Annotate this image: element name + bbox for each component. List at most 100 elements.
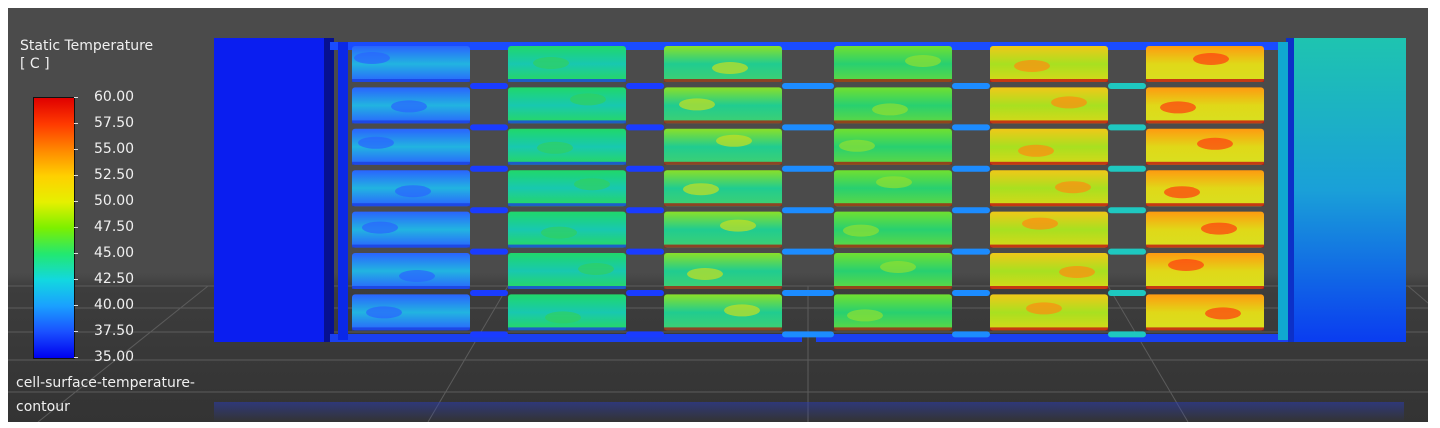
temperature-hotspot [391,100,427,113]
contour-name-line2: contour [16,399,70,415]
cell-edge [990,286,1108,289]
temperature-hotspot [1168,259,1204,271]
colorbar-label: 40.00 [94,297,135,313]
battery-cell [834,170,952,207]
temperature-hotspot [872,103,908,116]
coolant-tube [626,83,664,89]
colorbar-tick [74,201,78,202]
temperature-hotspot [1205,307,1241,320]
coolant-tube [1108,248,1146,255]
colorbar-tick [74,97,78,98]
cell-edge [508,161,626,165]
temperature-legend: Static Temperature [ C ] 60.00 57.50 55.… [8,8,208,422]
temperature-hotspot [843,224,879,237]
coolant-tube [470,83,508,89]
cell-edge [352,79,470,82]
floor-reflection [214,402,1404,422]
coolant-tube [470,248,508,255]
temperature-hotspot [1055,181,1091,194]
coolant-tube [1108,331,1146,338]
battery-cell [1146,294,1264,331]
viewport[interactable]: Static Temperature [ C ] 60.00 57.50 55.… [8,8,1428,422]
cell-edge [664,161,782,165]
coolant-tube [470,331,508,338]
temperature-hotspot [1051,96,1087,109]
cell-edge [1146,286,1264,289]
cell-edge [1146,244,1264,248]
cell-edge [352,203,470,207]
colorbar [33,97,75,359]
colorbar-label: 47.50 [94,219,135,235]
temperature-hotspot [724,304,760,317]
coolant-tube [952,290,990,296]
colorbar-label: 55.00 [94,141,135,157]
manifold-rail [1278,42,1288,340]
legend-title: Static Temperature [20,38,154,54]
temperature-hotspot [1164,186,1200,199]
battery-cell [990,211,1108,248]
temperature-hotspot [399,270,435,282]
cell-edge [664,120,782,124]
temperature-hotspot [876,176,912,189]
coolant-tube [782,290,834,296]
outlet-plenum [1292,38,1406,342]
temperature-hotspot [1022,217,1058,230]
coolant-tube [1108,124,1146,131]
battery-cell [834,46,952,82]
coolant-tube [1108,83,1146,89]
temperature-hotspot [720,219,756,232]
temperature-hotspot [716,134,752,147]
battery-cell [990,87,1108,124]
temperature-hotspot [1018,144,1054,157]
temperature-hotspot [683,183,719,196]
coolant-tube [626,165,664,172]
coolant-tube [470,207,508,214]
battery-cell [834,211,952,248]
temperature-hotspot [905,55,941,67]
colorbar-tick [74,279,78,280]
battery-module-array [338,42,1288,340]
cell-edge [990,244,1108,248]
coolant-tube [952,248,990,255]
cell-edge [834,244,952,248]
battery-cell [664,87,782,124]
cell-edge [990,161,1108,165]
coolant-tube [782,165,834,172]
temperature-hotspot [1193,53,1229,65]
coolant-tube [626,331,664,338]
cell-edge [352,327,470,331]
colorbar-tick [74,149,78,150]
temperature-hotspot [1026,302,1062,315]
temperature-hotspot [354,52,390,64]
manifold-rail [338,42,348,340]
coolant-tube [626,248,664,255]
temperature-hotspot [570,93,606,106]
temperature-hotspot [545,311,581,324]
colorbar-label: 37.50 [94,323,135,339]
cell-edge [352,120,470,124]
colorbar-label: 57.50 [94,115,135,131]
temperature-hotspot [1201,222,1237,235]
temperature-hotspot [1059,266,1095,278]
temperature-contour-scene [8,38,1428,422]
cell-edge [990,327,1108,331]
cell-edge [664,327,782,331]
battery-cell [1146,87,1264,124]
temperature-hotspot [537,141,573,154]
cell-edge [834,79,952,82]
bottom-manifold [330,334,802,342]
inlet-plenum [214,38,330,342]
coolant-tube [1108,207,1146,214]
cell-edge [834,286,952,289]
cell-edge [664,79,782,82]
battery-cell [664,294,782,331]
coolant-tube [782,83,834,89]
battery-cell [352,294,470,331]
cell-edge [990,203,1108,207]
battery-cell [664,128,782,165]
battery-cell [508,87,626,124]
coolant-tube [470,165,508,172]
legend-unit: [ C ] [20,56,50,72]
coolant-tube [952,331,990,338]
colorbar-tick [74,123,78,124]
